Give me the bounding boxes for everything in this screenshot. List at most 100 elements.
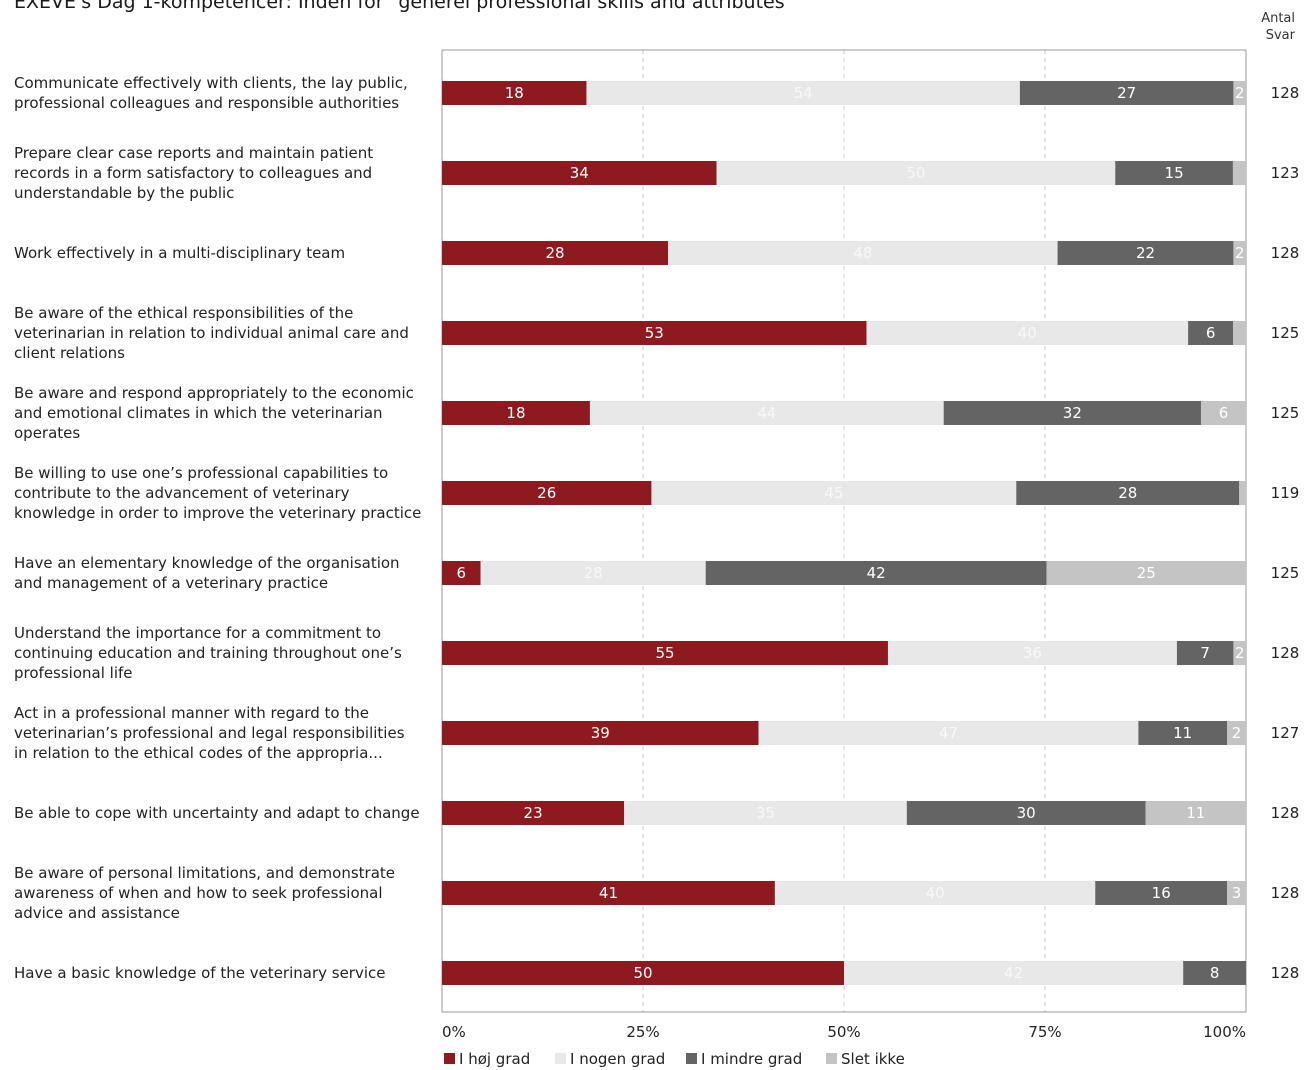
- category-label: Understand the importance for a commitme…: [14, 624, 381, 642]
- bar-segment: [1233, 241, 1246, 265]
- bar-segment: [906, 801, 1146, 825]
- bar-segment: [442, 961, 844, 985]
- bar-segment: [442, 161, 717, 185]
- response-count: 128: [1271, 804, 1300, 822]
- bar-segment: [442, 801, 625, 825]
- count-header-line-1: Antal: [1261, 11, 1295, 26]
- legend-swatch: [444, 1053, 455, 1064]
- response-count: 123: [1271, 164, 1300, 182]
- category-label: contribute to the advancement of veterin…: [14, 484, 350, 502]
- count-header: Antal Svar: [1261, 10, 1295, 44]
- data-label: 42: [1004, 964, 1023, 982]
- x-tick-label: 50%: [827, 1023, 860, 1041]
- category-label: Have a basic knowledge of the veterinary…: [14, 964, 386, 982]
- bar-segment: [668, 241, 1058, 265]
- x-tick-label: 0%: [442, 1023, 466, 1041]
- data-label: 48: [853, 244, 872, 262]
- data-label: 26: [537, 484, 556, 502]
- bar-segment: [1233, 641, 1246, 665]
- category-label: Have an elementary knowledge of the orga…: [14, 554, 400, 572]
- data-label: 36: [1023, 644, 1042, 662]
- data-label: 6: [457, 564, 467, 582]
- bar-segment: [1232, 161, 1246, 185]
- data-label: 3: [1232, 884, 1242, 902]
- category-label: records in a form satisfactory to collea…: [14, 164, 372, 182]
- category-label: awareness of when and how to seek profes…: [14, 884, 383, 902]
- category-label: client relations: [14, 344, 125, 362]
- category-label: Prepare clear case reports and maintain …: [14, 144, 373, 162]
- category-label: Be aware of personal limitations, and de…: [14, 864, 395, 882]
- data-label: 39: [591, 724, 610, 742]
- data-label: 23: [524, 804, 543, 822]
- plot-area-border: [441, 49, 1247, 1013]
- bar-segment: [589, 401, 944, 425]
- legend-swatch: [555, 1053, 566, 1064]
- bar-segment: [1145, 801, 1246, 825]
- x-tick-label: 100%: [1203, 1023, 1246, 1041]
- data-label: 28: [546, 244, 565, 262]
- data-label: 18: [506, 404, 525, 422]
- data-label: 22: [1136, 244, 1155, 262]
- data-label: 40: [1018, 324, 1037, 342]
- bar-segment: [442, 481, 652, 505]
- bar-segment: [1239, 481, 1246, 505]
- legend-label: I høj grad: [459, 1050, 530, 1068]
- bar-segment: [442, 241, 669, 265]
- data-label: 30: [1017, 804, 1036, 822]
- data-label: 50: [633, 964, 652, 982]
- bar-segment: [1046, 561, 1246, 585]
- data-label: 54: [794, 84, 813, 102]
- category-label: understandable by the public: [14, 184, 234, 202]
- response-count: 125: [1271, 404, 1300, 422]
- data-label: 7: [1200, 644, 1210, 662]
- category-label: professional life: [14, 664, 133, 682]
- bar-segment: [442, 721, 759, 745]
- bar-segment: [442, 641, 888, 665]
- bar-segment: [1115, 161, 1233, 185]
- category-label: continuing education and training throug…: [14, 644, 402, 662]
- bar-segment: [1233, 81, 1246, 105]
- data-label: 50: [906, 164, 925, 182]
- bar-segment: [442, 881, 775, 905]
- data-label: 2: [1232, 724, 1242, 742]
- category-label: Be aware of the ethical responsibilities…: [14, 304, 353, 322]
- category-label: Be aware and respond appropriately to th…: [14, 384, 414, 402]
- bar-segment: [442, 401, 590, 425]
- category-label: Be willing to use one’s professional cap…: [14, 464, 388, 482]
- category-label: veterinarian’s professional and legal re…: [14, 724, 405, 742]
- bar-segment: [1138, 721, 1228, 745]
- category-label: Be able to cope with uncertainty and ada…: [14, 804, 420, 822]
- data-label: 32: [1063, 404, 1082, 422]
- bar-segment: [1200, 401, 1246, 425]
- response-count: 128: [1271, 644, 1300, 662]
- data-label: 42: [867, 564, 886, 582]
- data-label: 15: [1165, 164, 1184, 182]
- data-label: 28: [584, 564, 603, 582]
- category-label: Work effectively in a multi-disciplinary…: [14, 244, 345, 262]
- data-label: 11: [1186, 804, 1205, 822]
- data-label: 11: [1173, 724, 1192, 742]
- data-label: 6: [1219, 404, 1229, 422]
- data-label: 53: [645, 324, 664, 342]
- bar-segment: [943, 401, 1201, 425]
- category-label: knowledge in order to improve the veteri…: [14, 504, 421, 522]
- data-label: 8: [1210, 964, 1220, 982]
- bar-segment: [887, 641, 1177, 665]
- bar-segment: [1188, 321, 1234, 345]
- data-label: 18: [505, 84, 524, 102]
- bar-segment: [716, 161, 1116, 185]
- response-count: 128: [1271, 84, 1300, 102]
- response-count: 119: [1271, 484, 1300, 502]
- legend-swatch: [686, 1053, 697, 1064]
- response-count: 125: [1271, 564, 1300, 582]
- data-label: 25: [1137, 564, 1156, 582]
- data-label: 27: [1117, 84, 1136, 102]
- bar-segment: [758, 721, 1139, 745]
- bar-segment: [1095, 881, 1228, 905]
- data-label: 44: [757, 404, 776, 422]
- data-label: 2: [1235, 244, 1245, 262]
- bar-segment: [586, 81, 1020, 105]
- bar-segment: [1019, 81, 1234, 105]
- data-label: 40: [926, 884, 945, 902]
